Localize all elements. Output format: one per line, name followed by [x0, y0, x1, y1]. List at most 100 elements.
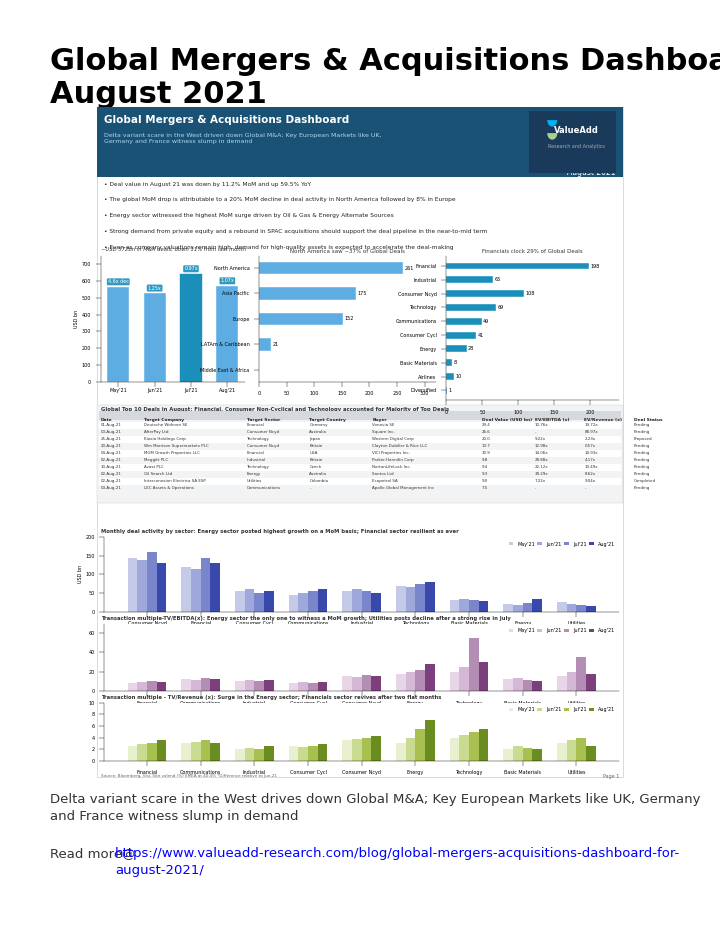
- Bar: [99, 436, 621, 443]
- Text: Germany: Germany: [310, 424, 328, 427]
- Text: Pending: Pending: [634, 466, 650, 469]
- Text: 28: 28: [468, 346, 474, 351]
- Text: https://www.valueadd-research.com/blog/global-mergers-acquisitions-dashboard-for: https://www.valueadd-research.com/blog/g…: [115, 847, 680, 877]
- Title: North America saw ~37% of Global Deals: North America saw ~37% of Global Deals: [290, 250, 405, 254]
- Text: 9.22x: 9.22x: [535, 438, 546, 441]
- Text: 88.97x: 88.97x: [585, 430, 598, 435]
- Bar: [99, 464, 621, 471]
- Text: Oil Search Ltd: Oil Search Ltd: [144, 472, 172, 477]
- Bar: [446, 317, 482, 325]
- Bar: [372, 736, 381, 761]
- Title: Financials clock 29% of Global Deals: Financials clock 29% of Global Deals: [482, 250, 583, 254]
- Bar: [406, 587, 415, 612]
- Bar: [138, 745, 147, 761]
- Text: Square Inc.: Square Inc.: [372, 430, 395, 435]
- Bar: [415, 584, 425, 612]
- Text: Buyer: Buyer: [372, 418, 387, 422]
- Text: 22.12x: 22.12x: [535, 466, 549, 469]
- Text: AfterPay Ltd: AfterPay Ltd: [144, 430, 168, 435]
- Bar: [343, 591, 352, 612]
- Bar: [557, 602, 567, 612]
- Text: 02-Aug-21: 02-Aug-21: [101, 458, 122, 463]
- Bar: [459, 735, 469, 761]
- Bar: [362, 591, 372, 612]
- Bar: [396, 743, 406, 761]
- Bar: [372, 593, 381, 612]
- Bar: [201, 740, 210, 761]
- Text: Financial: Financial: [246, 424, 264, 427]
- Bar: [352, 589, 362, 612]
- Text: Japan: Japan: [310, 438, 321, 441]
- Bar: [99, 428, 621, 436]
- Bar: [469, 732, 479, 761]
- Text: Pending: Pending: [634, 452, 650, 455]
- Text: -: -: [310, 486, 311, 491]
- Text: • Even as company valuations remain high, demand for high-quality assets is expe: • Even as company valuations remain high…: [104, 245, 454, 250]
- Bar: [157, 740, 166, 761]
- Text: 20.0: 20.0: [482, 438, 490, 441]
- Text: 8: 8: [454, 360, 456, 365]
- Bar: [406, 737, 415, 761]
- Text: • The global MoM drop is attributable to a 20% MoM decline in deal activity in N: • The global MoM drop is attributable to…: [104, 197, 456, 202]
- Bar: [99, 456, 621, 464]
- Bar: [396, 673, 406, 691]
- Text: 1.07x: 1.07x: [220, 278, 234, 283]
- Text: 49: 49: [483, 318, 490, 324]
- Bar: [450, 671, 459, 691]
- Bar: [181, 567, 191, 612]
- Text: Page 1: Page 1: [603, 774, 619, 778]
- Text: 175: 175: [357, 291, 366, 296]
- Bar: [469, 638, 479, 691]
- Text: 7.22x: 7.22x: [535, 479, 546, 483]
- Text: -: -: [535, 430, 536, 435]
- Bar: [446, 373, 454, 380]
- Text: 01-Aug-21: 01-Aug-21: [101, 424, 122, 427]
- Text: VICI Properties Inc.: VICI Properties Inc.: [372, 452, 410, 455]
- Text: Technology: Technology: [246, 466, 269, 469]
- Text: Pending: Pending: [634, 486, 650, 491]
- Text: 65: 65: [495, 277, 501, 282]
- Text: 13.7: 13.7: [482, 444, 490, 449]
- Bar: [425, 721, 435, 761]
- Bar: [503, 749, 513, 761]
- Bar: [343, 740, 352, 761]
- Text: Utilities: Utilities: [246, 479, 262, 483]
- Bar: [533, 599, 542, 612]
- Bar: [406, 671, 415, 691]
- Bar: [446, 387, 447, 394]
- Bar: [469, 600, 479, 612]
- Text: 28.88x: 28.88x: [535, 458, 549, 463]
- Bar: [479, 729, 488, 761]
- Bar: [352, 678, 362, 691]
- Text: Pending: Pending: [634, 444, 650, 449]
- Bar: [577, 657, 586, 691]
- Text: Pending: Pending: [634, 472, 650, 477]
- Bar: [523, 748, 533, 761]
- Bar: [191, 681, 201, 691]
- Text: Consumer Ncyd: Consumer Ncyd: [246, 444, 279, 449]
- Text: Australia: Australia: [310, 430, 328, 435]
- Text: Deal Value (USD bn): Deal Value (USD bn): [482, 418, 532, 422]
- Bar: [157, 563, 166, 612]
- Text: Global Top 10 Deals in August: Financial, Consumer Non-Cyclical and Technology a: Global Top 10 Deals in August: Financial…: [101, 407, 449, 412]
- Text: Britain: Britain: [310, 444, 323, 449]
- Bar: [191, 569, 201, 612]
- Text: 0.57x: 0.57x: [585, 444, 595, 449]
- Bar: [372, 677, 381, 691]
- Text: Colombia: Colombia: [310, 479, 328, 483]
- Text: 04-Aug-21: 04-Aug-21: [101, 452, 122, 455]
- Text: 02-Aug-21: 02-Aug-21: [101, 472, 122, 477]
- Bar: [147, 552, 157, 612]
- Bar: [264, 591, 274, 612]
- Text: 9.04x: 9.04x: [585, 479, 595, 483]
- Text: 03-Aug-21: 03-Aug-21: [101, 430, 122, 435]
- Bar: [201, 679, 210, 691]
- Text: 21: 21: [272, 342, 279, 346]
- Bar: [235, 749, 245, 761]
- Bar: [513, 747, 523, 761]
- Bar: [362, 676, 372, 691]
- Text: Target Country: Target Country: [310, 418, 346, 422]
- Bar: [138, 560, 147, 612]
- Text: -: -: [585, 486, 586, 491]
- Text: 4.6x dec: 4.6x dec: [108, 279, 129, 284]
